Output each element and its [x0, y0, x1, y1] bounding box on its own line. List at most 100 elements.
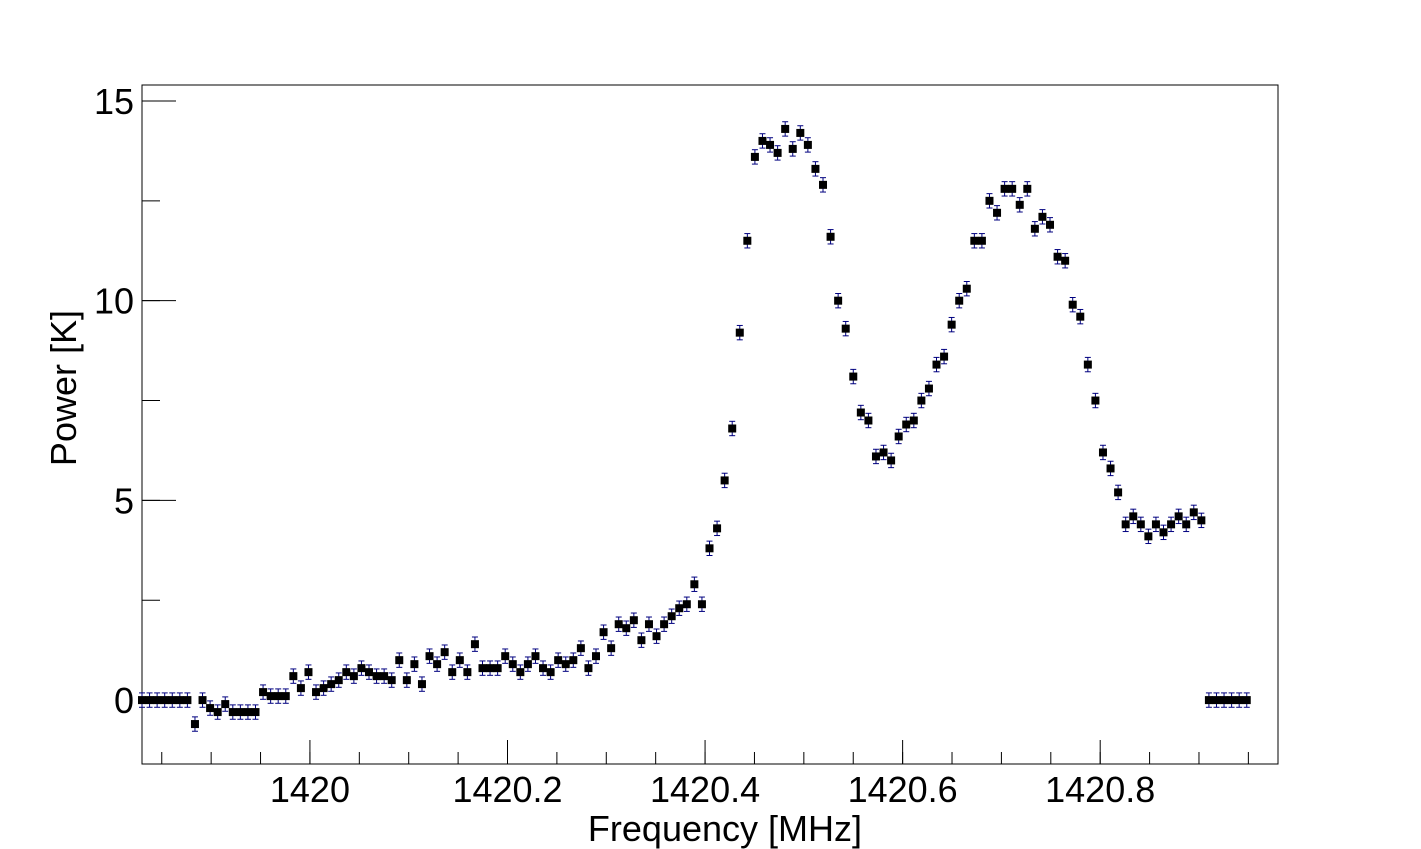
data-point	[985, 196, 994, 205]
data-point	[221, 700, 230, 709]
data-point	[1083, 360, 1092, 369]
y-tick-label: 5	[114, 480, 134, 521]
data-point	[660, 620, 669, 629]
data-point	[629, 616, 638, 625]
plot-frame	[141, 84, 1279, 765]
data-point	[781, 124, 790, 133]
data-point	[1159, 528, 1168, 537]
data-point	[697, 600, 706, 609]
data-point	[319, 684, 328, 693]
data-point	[198, 696, 207, 705]
data-point	[175, 696, 184, 705]
data-point	[251, 708, 260, 717]
data-point	[1242, 696, 1251, 705]
data-point	[1204, 696, 1213, 705]
data-point	[145, 696, 154, 705]
data-point	[508, 660, 517, 669]
data-point	[554, 656, 563, 665]
data-point	[410, 660, 419, 669]
data-point	[539, 664, 548, 673]
data-point	[652, 632, 661, 641]
data-point	[1235, 696, 1244, 705]
data-point	[758, 136, 767, 145]
data-point	[887, 456, 896, 465]
data-point	[546, 668, 555, 677]
data-point	[266, 692, 275, 701]
data-point	[1046, 220, 1055, 229]
y-axis-title: Power [K]	[43, 310, 84, 466]
data-point	[750, 152, 759, 161]
x-tick-label: 1420.4	[650, 769, 760, 810]
data-point	[402, 676, 411, 685]
data-point	[637, 636, 646, 645]
data-point	[463, 668, 472, 677]
data-point	[243, 708, 252, 717]
data-point	[826, 232, 835, 241]
data-point	[327, 680, 336, 689]
data-point	[856, 408, 865, 417]
x-tick-label: 1420.2	[452, 769, 562, 810]
data-point	[138, 696, 146, 705]
data-point	[1182, 520, 1191, 529]
data-point	[395, 656, 404, 665]
data-point	[493, 664, 502, 673]
data-point	[1106, 464, 1115, 473]
x-tick-label: 1420	[270, 769, 350, 810]
data-point	[788, 144, 797, 153]
data-point	[1167, 520, 1176, 529]
data-point	[924, 384, 933, 393]
data-point	[183, 696, 192, 705]
data-point	[289, 672, 298, 681]
x-axis-title: Frequency [MHz]	[588, 808, 862, 849]
data-point	[1174, 512, 1183, 521]
data-point	[1061, 256, 1070, 265]
data-point	[1053, 252, 1062, 261]
data-point	[440, 648, 449, 657]
data-point	[955, 296, 964, 305]
data-point	[380, 672, 389, 681]
data-point	[1038, 212, 1047, 221]
data-point	[153, 696, 162, 705]
y-tick-label: 15	[94, 81, 134, 122]
data-point	[213, 708, 222, 717]
data-point	[592, 652, 601, 661]
data-point	[357, 664, 366, 673]
data-point	[160, 696, 169, 705]
data-point	[1197, 516, 1206, 525]
data-point	[705, 544, 714, 553]
data-point	[1015, 200, 1024, 209]
data-point	[455, 656, 464, 665]
data-point	[879, 448, 888, 457]
data-point	[1144, 532, 1153, 541]
data-point	[1151, 520, 1160, 529]
data-point	[947, 320, 956, 329]
data-point	[773, 148, 782, 157]
data-point	[962, 284, 971, 293]
data-point	[834, 296, 843, 305]
data-point	[433, 660, 442, 669]
data-point	[584, 664, 593, 673]
data-point	[902, 420, 911, 429]
data-point	[1068, 300, 1077, 309]
data-point	[819, 180, 828, 189]
data-point	[743, 236, 752, 245]
data-point	[1212, 696, 1221, 705]
data-point	[909, 416, 918, 425]
data-point	[569, 656, 578, 665]
data-point	[614, 620, 623, 629]
x-tick-label: 1420.6	[848, 769, 958, 810]
data-point	[796, 128, 805, 137]
data-point	[281, 692, 290, 701]
data-point	[1023, 184, 1032, 193]
data-point	[523, 660, 532, 669]
data-point	[1008, 184, 1017, 193]
data-point	[811, 164, 820, 173]
data-point	[894, 432, 903, 441]
data-point	[917, 396, 926, 405]
data-point	[274, 692, 283, 701]
data-point	[1098, 448, 1107, 457]
data-point	[228, 708, 237, 717]
data-point	[417, 680, 426, 689]
error-bars	[139, 121, 1250, 732]
data-point	[531, 652, 540, 661]
